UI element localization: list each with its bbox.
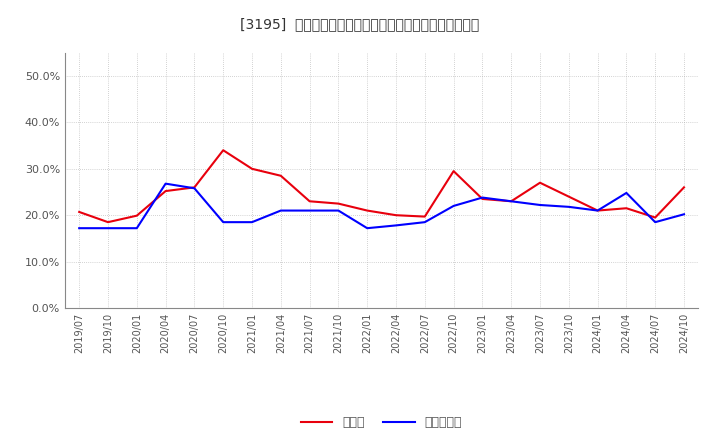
有利子負債	[363, 226, 372, 231]
有利子負債	[104, 226, 112, 231]
有利子負債	[75, 226, 84, 231]
有利子負債	[622, 190, 631, 195]
有利子負債	[449, 203, 458, 209]
現顔金	[564, 194, 573, 199]
現顔金	[132, 213, 141, 218]
有利子負債	[593, 208, 602, 213]
有利子負債	[680, 212, 688, 217]
有利子負債	[132, 226, 141, 231]
有利子負債	[478, 195, 487, 200]
Text: [3195]  現預金、有利子負債の総資産に対する比率の推移: [3195] 現預金、有利子負債の総資産に対する比率の推移	[240, 18, 480, 32]
有利子負債	[248, 220, 256, 225]
現顔金	[680, 185, 688, 190]
有利子負債	[420, 220, 429, 225]
現顔金	[161, 188, 170, 194]
現顔金	[420, 214, 429, 219]
現顔金	[507, 198, 516, 204]
現顔金	[334, 201, 343, 206]
現顔金	[190, 185, 199, 190]
現顔金	[363, 208, 372, 213]
有利子負債	[651, 220, 660, 225]
現顔金	[593, 208, 602, 213]
現顔金	[276, 173, 285, 178]
有利子負債	[564, 204, 573, 209]
有利子負債	[190, 186, 199, 191]
有利子負債	[392, 223, 400, 228]
有利子負債	[219, 220, 228, 225]
現顔金	[536, 180, 544, 185]
有利子負債	[305, 208, 314, 213]
現顔金	[449, 169, 458, 174]
現顔金	[75, 209, 84, 215]
有利子負債	[536, 202, 544, 208]
有利子負債	[334, 208, 343, 213]
Legend: 現顔金, 有利子負債: 現顔金, 有利子負債	[296, 411, 467, 434]
現顔金	[219, 147, 228, 153]
有利子負債	[507, 198, 516, 204]
Line: 有利子負債: 有利子負債	[79, 183, 684, 228]
現顔金	[478, 196, 487, 202]
有利子負債	[276, 208, 285, 213]
現顔金	[651, 215, 660, 220]
現顔金	[104, 220, 112, 225]
現顔金	[305, 198, 314, 204]
現顔金	[622, 205, 631, 211]
Line: 現顔金: 現顔金	[79, 150, 684, 222]
現顔金	[248, 166, 256, 172]
有利子負債	[161, 181, 170, 186]
現顔金	[392, 213, 400, 218]
